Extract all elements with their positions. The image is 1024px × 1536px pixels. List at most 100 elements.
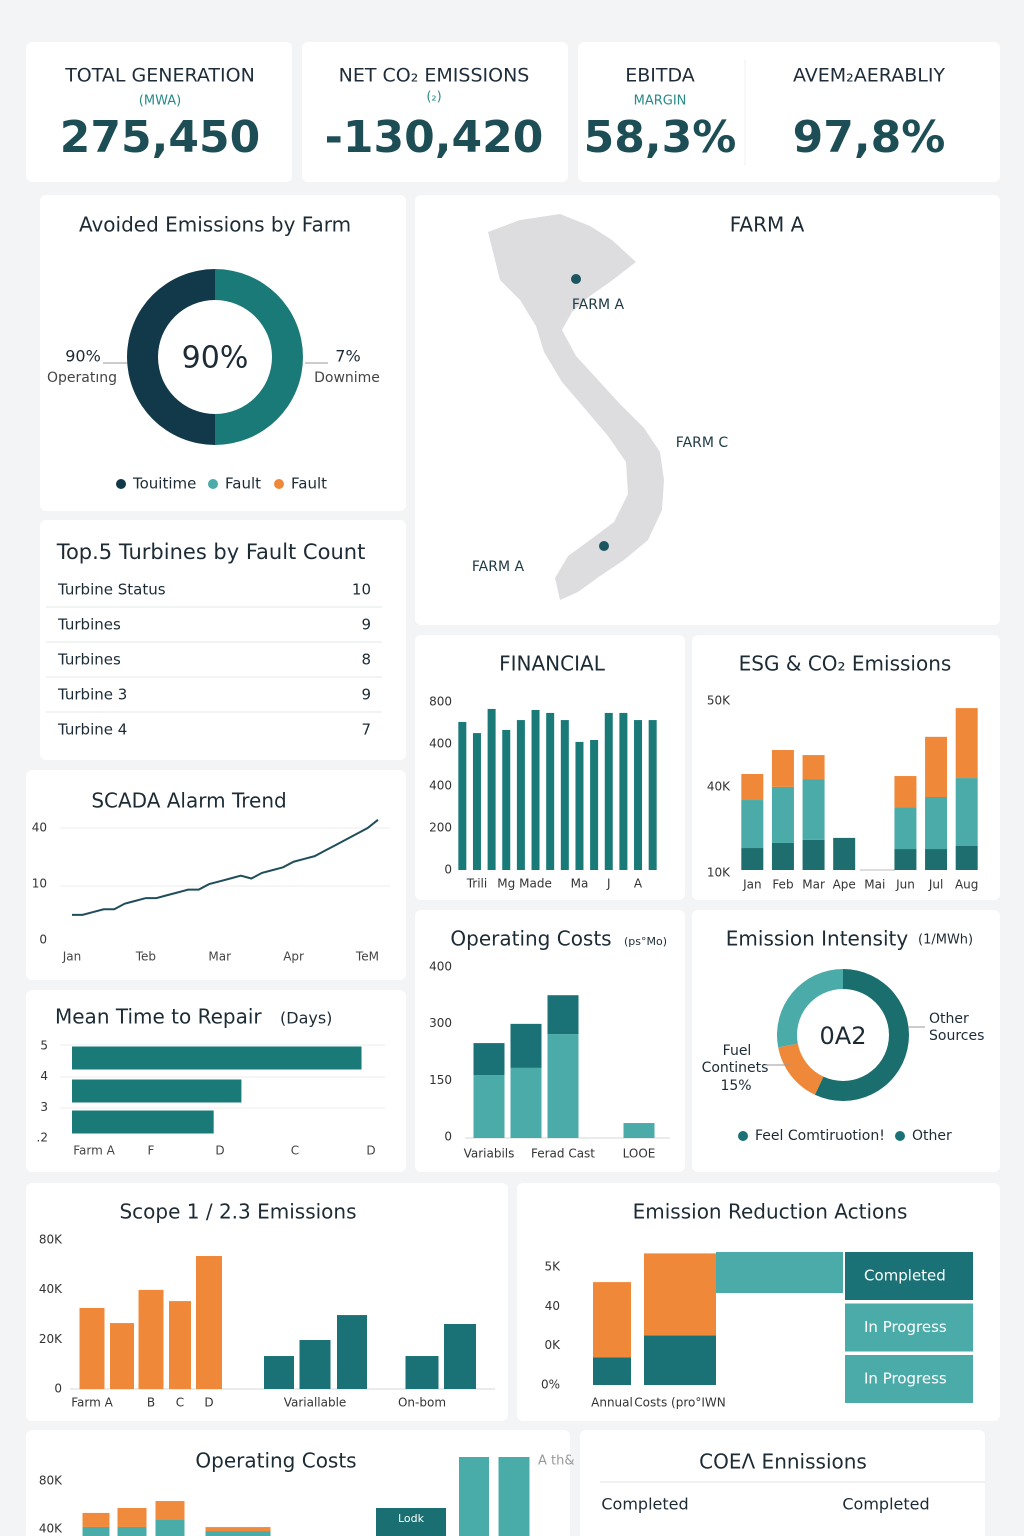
callout: Fuel <box>723 1043 752 1059</box>
x-tick-label: C <box>291 1144 299 1158</box>
table-cell: Turbines <box>57 616 121 634</box>
kpi-label: NET CO₂ EMISSIONS <box>339 65 530 87</box>
kpi-sublabel: (MWA) <box>139 94 181 109</box>
table-cell: 9 <box>361 616 371 634</box>
donut-segment <box>778 1043 824 1095</box>
line <box>72 819 379 916</box>
bar-segment <box>644 1253 716 1336</box>
legend-box <box>845 1252 973 1300</box>
bar-segment <box>138 1289 164 1389</box>
bar-segment <box>472 733 481 870</box>
callout: Downime <box>314 370 380 386</box>
x-tick-label: B <box>147 1396 155 1410</box>
table-cell: 7 <box>361 721 371 739</box>
bar-segment <box>955 778 978 847</box>
panel-title: Operating Costs <box>195 1449 356 1473</box>
x-tick-label: C <box>176 1396 184 1410</box>
panel-title: Emission Intensity <box>726 927 909 951</box>
x-tick-label: F <box>148 1144 155 1158</box>
x-tick-label: Variallable <box>284 1396 347 1410</box>
y-tick-label: 5 <box>40 1039 48 1053</box>
x-tick-label: Jun <box>895 878 915 892</box>
bar-segment <box>604 712 613 870</box>
bar-segment <box>894 776 917 808</box>
bar-segment <box>955 846 978 870</box>
kpi-card <box>578 42 1000 182</box>
bar-segment <box>802 839 825 870</box>
bar-segment <box>560 720 569 870</box>
map-pin <box>571 274 581 284</box>
bar-segment <box>741 774 764 801</box>
kpi-label: TOTAL GENERATION <box>64 65 255 87</box>
bar-segment <box>405 1356 439 1389</box>
legend-label: Fault <box>291 475 327 493</box>
bar-segment <box>487 708 496 870</box>
x-tick-label: D <box>366 1144 375 1158</box>
table-cell: Turbine 4 <box>57 721 127 739</box>
x-tick-label: Farm A <box>71 1396 113 1410</box>
x-tick-label: Mai <box>864 878 885 892</box>
panel-title: Emission Reduction Actions <box>633 1200 908 1224</box>
callout: Other <box>929 1011 969 1027</box>
panel-title: Operating Costs <box>450 927 611 951</box>
bar-segment <box>925 849 948 870</box>
bar-segment <box>531 709 540 870</box>
x-tick-label: Jan <box>62 950 82 964</box>
legend-dot <box>274 479 284 489</box>
kpi-label: AVEM₂AERABLIY <box>793 65 945 87</box>
bar-segment <box>741 848 764 870</box>
kpi-card <box>26 42 292 182</box>
map-pin <box>599 541 609 551</box>
kpi-value: -130,420 <box>325 112 544 163</box>
callout: Operatıng <box>47 370 117 386</box>
legend-label: Fault <box>225 475 261 493</box>
y-tick-label: .2 <box>37 1131 48 1145</box>
status-label: Completed <box>601 1495 688 1514</box>
table-cell: 10 <box>352 581 371 599</box>
kpi-value: 275,450 <box>60 112 260 163</box>
x-tick-label: J <box>606 877 611 891</box>
legend-dot <box>895 1131 905 1141</box>
bar-segment <box>894 807 917 850</box>
map-shape <box>488 214 664 600</box>
bar-segment <box>546 712 555 870</box>
panel-title: COEΛ Ennissions <box>699 1450 867 1474</box>
callout: Continets <box>702 1060 769 1076</box>
kpi-card <box>302 42 568 182</box>
x-tick-label: Ma <box>571 877 589 891</box>
y-tick-label: 50K <box>707 694 731 708</box>
donut-segment <box>127 269 215 445</box>
y-tick-label: 10 <box>32 877 47 891</box>
legend-box <box>845 1355 973 1403</box>
bar-segment <box>771 786 794 843</box>
bar-segment <box>644 1335 716 1385</box>
bar-segment <box>547 1034 579 1138</box>
bar-segment <box>196 1256 222 1389</box>
panel-title: FINANCIAL <box>499 652 606 676</box>
x-tick-label: Feb <box>772 878 793 892</box>
center-label: 0A2 <box>820 1022 867 1050</box>
bar-segment <box>802 779 825 840</box>
panel-title: Scope 1 / 2.3 Emissions <box>119 1200 356 1224</box>
bar-segment <box>498 1457 530 1536</box>
center-label: 90% <box>182 341 249 376</box>
kpi-sublabel: (₂) <box>426 90 441 105</box>
x-tick-label: Mar <box>802 878 825 892</box>
bar-segment <box>79 1307 105 1389</box>
bar-segment <box>155 1520 185 1536</box>
bar <box>72 1046 362 1070</box>
kpi-sublabel: MARGIN <box>634 94 687 109</box>
x-tick-label: TeM <box>355 950 379 964</box>
x-tick-label: LOOE <box>623 1147 656 1161</box>
panel-title: Mean Time to Repair <box>55 1005 262 1029</box>
x-tick-label: Jul <box>928 878 943 892</box>
kpi-label: EBITDA <box>625 65 695 87</box>
y-tick-label: 0 <box>444 1130 452 1144</box>
bar-segment <box>502 729 511 870</box>
y-tick-label: 400 <box>429 779 452 793</box>
x-tick-label: Jan <box>742 878 762 892</box>
card <box>40 195 406 511</box>
bar-segment <box>117 1508 147 1527</box>
table-cell: 8 <box>361 651 371 669</box>
bar-segment <box>473 1043 505 1076</box>
